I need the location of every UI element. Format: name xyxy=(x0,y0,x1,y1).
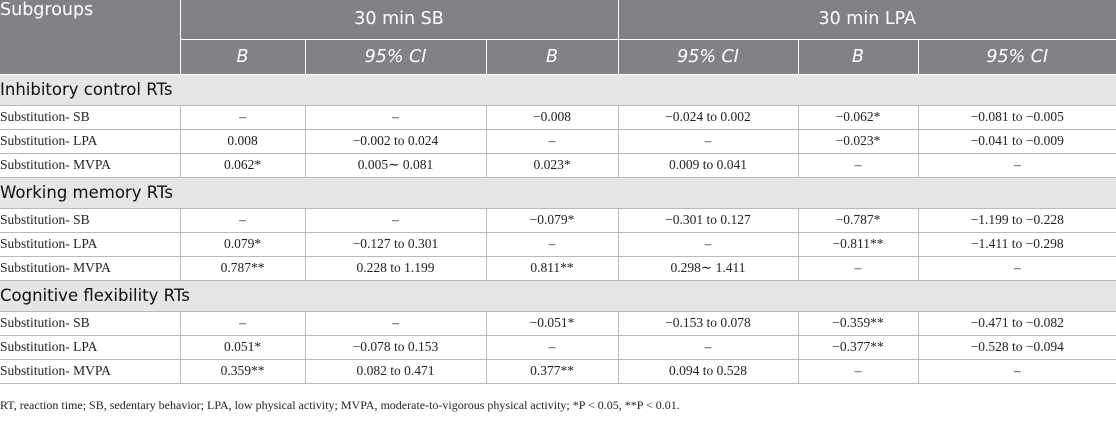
table-cell: 0.228 to 1.199 xyxy=(305,256,487,281)
table-cell: −0.127 to 0.301 xyxy=(305,232,487,257)
row-label: Substitution- SB xyxy=(0,105,181,130)
table-row: Substitution- MVPA 0.062* 0.005∼ 0.081 0.02… xyxy=(0,153,1116,178)
subgroups-header: Subgroups xyxy=(0,0,181,75)
table-cell: – xyxy=(305,105,487,130)
table-cell: 0.359** xyxy=(180,359,306,384)
table-cell: 0.082 to 0.471 xyxy=(305,359,487,384)
table-cell: 0.062* xyxy=(180,153,306,178)
table-cell: −0.811** xyxy=(798,232,919,257)
row-label: Substitution- LPA xyxy=(0,129,181,154)
table-cell: −0.062* xyxy=(798,105,919,130)
column-header-ci: 95% CI xyxy=(918,39,1116,75)
section-row: Working memory RTs xyxy=(0,176,1116,209)
table-cell: 0.079* xyxy=(180,232,306,257)
table-cell: −0.023* xyxy=(798,129,919,154)
table-cell: 0.051* xyxy=(180,335,306,360)
table-row: Substitution- LPA 0.008 −0.002 to 0.024– – −… xyxy=(0,129,1116,154)
row-label: Substitution- SB xyxy=(0,208,181,233)
group-header-lpa: 30 min LPA xyxy=(618,0,1116,40)
table-row: Substitution- SB – – −0.079* −0.301 to 0.127… xyxy=(0,208,1116,233)
section-row: Inhibitory control RTs xyxy=(0,73,1116,106)
table-cell: – xyxy=(798,153,919,178)
table-cell: – xyxy=(618,335,799,360)
table-cell: −0.002 to 0.024 xyxy=(305,129,487,154)
row-label: Substitution- MVPA xyxy=(0,153,181,178)
table-cell: 0.787** xyxy=(180,256,306,281)
table-cell: 0.005∼ 0.081 xyxy=(305,153,487,178)
table-cell: – xyxy=(180,105,306,130)
table-cell: −0.787* xyxy=(798,208,919,233)
row-label: Substitution- MVPA xyxy=(0,256,181,281)
table-cell: −0.359** xyxy=(798,311,919,336)
section-title: Working memory RTs xyxy=(0,176,1116,209)
column-header-b: B xyxy=(798,39,919,75)
table-cell: – xyxy=(918,359,1116,384)
results-table: Subgroups 30 min SB 30 min LPA B 95% CI … xyxy=(0,0,1116,384)
table-cell: – xyxy=(180,311,306,336)
row-label: Substitution- LPA xyxy=(0,232,181,257)
table-cell: −0.079* xyxy=(486,208,619,233)
table-cell: −0.377** xyxy=(798,335,919,360)
table-row: Substitution- LPA 0.079* −0.127 to 0.301– –… xyxy=(0,232,1116,257)
column-header-ci: 95% CI xyxy=(305,39,487,75)
table-cell: −0.024 to 0.002 xyxy=(618,105,799,130)
column-header-b: B xyxy=(486,39,619,75)
table-cell: 0.377** xyxy=(486,359,619,384)
table-row: Substitution- SB – – −0.051* −0.153 to 0.078… xyxy=(0,311,1116,336)
table-row: Substitution- MVPA 0.359** 0.082 to 0.471 0… xyxy=(0,359,1116,384)
table-cell: – xyxy=(618,232,799,257)
table-cell: 0.023* xyxy=(486,153,619,178)
row-label: Substitution- MVPA xyxy=(0,359,181,384)
table-cell: −0.008 xyxy=(486,105,619,130)
table-cell: – xyxy=(180,208,306,233)
table-footnote: RT, reaction time; SB, sedentary behavio… xyxy=(0,398,680,412)
section-title: Cognitive flexibility RTs xyxy=(0,279,1116,312)
table-cell: −0.051* xyxy=(486,311,619,336)
table-cell: −0.081 to −0.005 xyxy=(918,105,1116,130)
table-cell: 0.298∼ 1.411 xyxy=(618,256,799,281)
table-cell: – xyxy=(305,311,487,336)
table-cell: −0.041 to −0.009 xyxy=(918,129,1116,154)
table-cell: – xyxy=(305,208,487,233)
table-cell: – xyxy=(798,359,919,384)
table-row: Substitution- MVPA 0.787** 0.228 to 1.199 0… xyxy=(0,256,1116,281)
column-header-ci: 95% CI xyxy=(618,39,799,75)
column-header-b: B xyxy=(180,39,306,75)
table-cell: – xyxy=(798,256,919,281)
table-cell: −1.199 to −0.228 xyxy=(918,208,1116,233)
table-cell: −0.153 to 0.078 xyxy=(618,311,799,336)
section-title: Inhibitory control RTs xyxy=(0,73,1116,106)
table-cell: – xyxy=(486,232,619,257)
table-cell: −1.411 to −0.298 xyxy=(918,232,1116,257)
table-cell: – xyxy=(618,129,799,154)
row-label: Substitution- LPA xyxy=(0,335,181,360)
table-cell: 0.094 to 0.528 xyxy=(618,359,799,384)
table-cell: −0.528 to −0.094 xyxy=(918,335,1116,360)
section-row: Cognitive flexibility RTs xyxy=(0,279,1116,312)
table-row: Substitution- LPA 0.051* −0.078 to 0.153– –… xyxy=(0,335,1116,360)
table-cell: – xyxy=(486,335,619,360)
table-cell: – xyxy=(918,153,1116,178)
table-cell: −0.471 to −0.082 xyxy=(918,311,1116,336)
row-label: Substitution- SB xyxy=(0,311,181,336)
table-row: Substitution- SB – – −0.008 −0.024 to 0.002−… xyxy=(0,105,1116,130)
group-header-sb: 30 min SB xyxy=(180,0,619,40)
table-cell: −0.078 to 0.153 xyxy=(305,335,487,360)
table-cell: 0.009 to 0.041 xyxy=(618,153,799,178)
table-cell: – xyxy=(918,256,1116,281)
table-body: Inhibitory control RTs Substitution- SB – –… xyxy=(0,73,1116,384)
table-cell: −0.301 to 0.127 xyxy=(618,208,799,233)
table-cell: – xyxy=(486,129,619,154)
table-cell: 0.008 xyxy=(180,129,306,154)
table-cell: 0.811** xyxy=(486,256,619,281)
